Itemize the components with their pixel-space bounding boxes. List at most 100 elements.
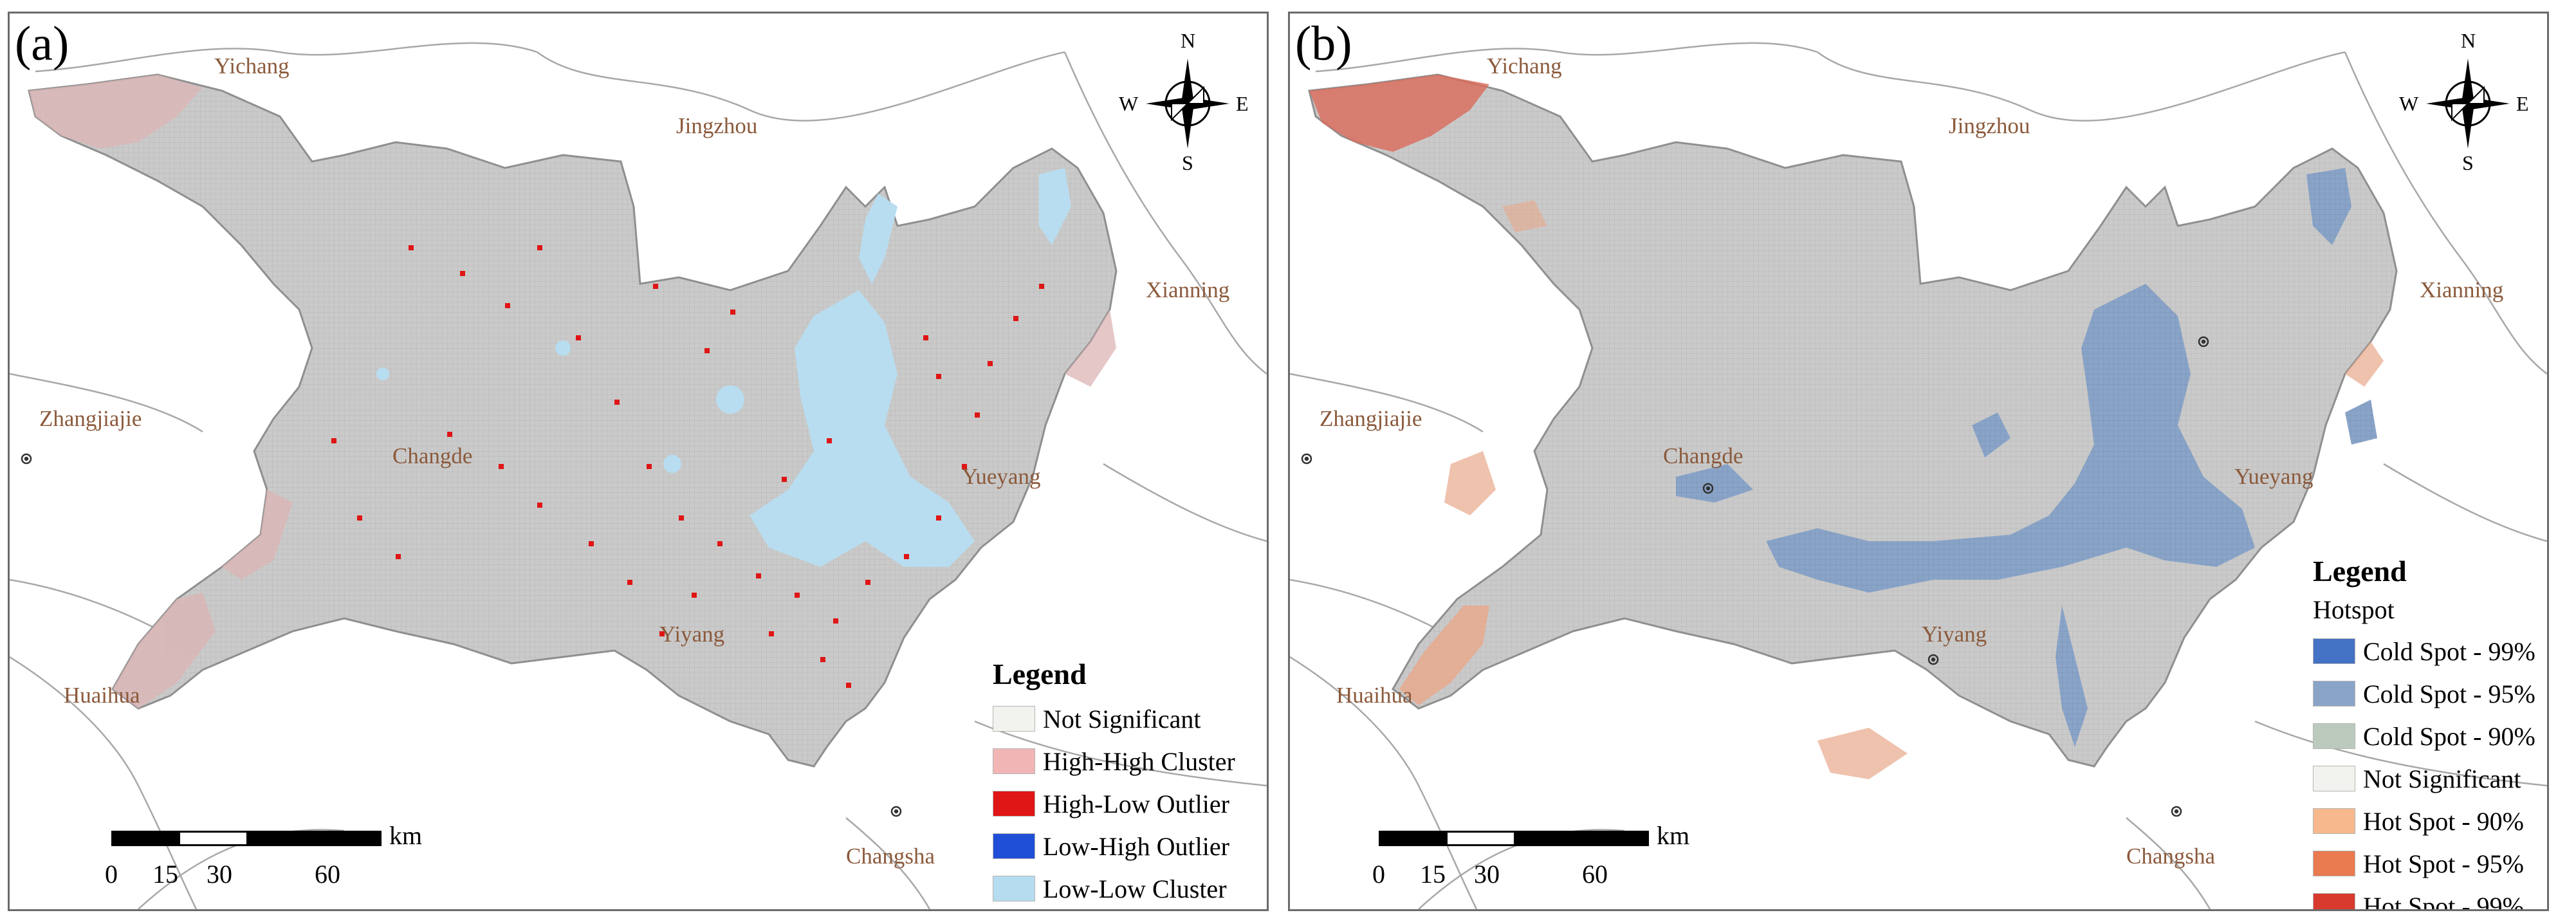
city-label-jingzhou: Jingzhou [1949,113,2030,138]
map-panel-a: (a) Yichang Jingzhou Xianning Zhangjiaji… [8,12,1269,911]
map-canvas-b [1290,42,2547,909]
scale-unit: km [1657,821,1690,850]
legend-swatch [993,748,1035,774]
legend-swatch [993,876,1035,901]
map-panel-b: (b) Yichang Jingzhou Xianning Zhangjiaji… [1288,12,2549,911]
admin-boundaries [1290,42,2547,909]
legend-label: High-Low Outlier [1043,789,1229,818]
compass-e: E [2516,92,2529,115]
scale-tick: 30 [1474,860,1500,889]
scale-tick: 30 [207,860,232,889]
legend-label: Low-Low Cluster [1043,874,1227,903]
legend-swatch [993,791,1035,817]
legend-item: Low-High Outlier [993,825,1235,867]
compass-rose-icon [1146,59,1229,149]
scale-tick: 0 [1372,860,1385,889]
legend-label: Hot Spot - 95% [2363,849,2524,878]
legend-title: Legend [993,658,1087,690]
legend-item: Hot Spot - 95% [2313,842,2535,885]
city-label-yichang: Yichang [214,53,290,79]
scale-tick: 60 [315,860,340,889]
map-canvas-a [10,42,1267,909]
city-label-yueyang: Yueyang [2234,464,2314,489]
scale-bar: 0 15 30 60 km [105,821,422,909]
high-low-outlier-points [331,245,1044,688]
legend-label: Hot Spot - 99% [2363,891,2524,911]
legend-item: Cold Spot - 99% [2313,630,2535,672]
city-label-yueyang: Yueyang [962,464,1041,489]
panel-label: (a) [15,17,69,71]
legend-label: High-High Cluster [1043,746,1235,776]
city-label-zhangjiajie: Zhangjiajie [39,406,142,431]
north-arrow: N S W E [1119,29,1249,174]
legend-swatch [2313,808,2355,834]
scale-tick: 0 [105,860,118,889]
legend-label: Hot Spot - 90% [2363,806,2524,836]
legend-item: Not Significant [2313,757,2535,800]
compass-rose-icon [2426,59,2510,149]
compass-w: W [1119,92,1139,115]
north-arrow: N S W E [2399,29,2529,174]
legend-item: Low-Low Cluster [993,867,1235,909]
legend-swatch [2313,766,2355,791]
city-label-jingzhou: Jingzhou [676,113,758,138]
hot-spot-zones [1309,75,2384,779]
legend-items: Cold Spot - 99% Cold Spot - 95% Cold Spot … [2313,630,2535,911]
scale-unit: km [389,821,423,850]
scale-bar: 0 15 30 60 km [1372,821,1689,909]
city-label-huaihua: Huaihua [1336,683,1413,708]
compass-s: S [1182,151,1193,174]
city-markers [1301,336,2209,817]
city-label-yiyang: Yiyang [1922,622,1987,647]
study-region [28,73,1118,768]
high-high-cluster-zones [29,75,1116,708]
legend-item: Cold Spot - 90% [2313,715,2535,757]
compass-n: N [2461,29,2476,52]
low-low-cluster-lake [376,168,1071,567]
compass-e: E [1236,92,1249,115]
legend-subtitle: Hotspot [2313,595,2395,624]
legend-swatch [2313,681,2355,707]
panel-label: (b) [1295,17,1352,71]
city-label-changsha: Changsha [846,844,935,869]
city-label-xianning: Xianning [1146,277,1230,302]
legend-item: High-Low Outlier [993,782,1235,825]
scale-bar-segments [111,831,382,846]
legend: Legend Not Significant High-High Cluster H… [993,657,1235,909]
compass-n: N [1181,29,1196,52]
city-markers [21,453,902,817]
legend: Legend Hotspot Cold Spot - 99% Cold Spot … [2313,554,2535,911]
scale-tick: 15 [1420,860,1446,889]
city-label-changde: Changde [392,443,473,468]
legend-item: High-High Cluster [993,740,1235,782]
city-label-changde: Changde [1663,443,1743,468]
legend-label: Not Significant [2363,764,2521,793]
city-label-huaihua: Huaihua [64,683,140,708]
legend-item: Not Significant [993,698,1235,740]
legend-label: Low-High Outlier [1043,831,1229,861]
admin-boundaries [10,42,1267,909]
scale-tick: 15 [152,860,178,889]
legend-swatch [2313,851,2355,876]
legend-label: Not Significant [1043,704,1201,734]
legend-item: Cold Spot - 95% [2313,672,2535,715]
compass-w: W [2399,92,2419,115]
legend-swatch [993,706,1035,732]
legend-label: Cold Spot - 99% [2363,636,2535,666]
legend-label: Cold Spot - 95% [2363,679,2535,708]
scale-bar-segments [1379,831,1649,846]
city-label-xianning: Xianning [2420,277,2504,302]
scale-tick: 60 [1582,860,1608,889]
city-label-zhangjiajie: Zhangjiajie [1320,406,1422,431]
legend-items: Not Significant High-High Cluster High-Low… [993,698,1235,909]
legend-title: Legend [2313,555,2407,587]
legend-swatch [2313,893,2355,909]
city-label-yiyang: Yiyang [659,622,725,647]
legend-swatch [993,833,1035,859]
city-label-changsha: Changsha [2126,844,2216,869]
legend-swatch [2313,638,2355,664]
study-region [1308,73,2398,768]
legend-item: Hot Spot - 90% [2313,800,2535,842]
city-label-yichang: Yichang [1487,53,1562,79]
compass-s: S [2462,151,2474,174]
